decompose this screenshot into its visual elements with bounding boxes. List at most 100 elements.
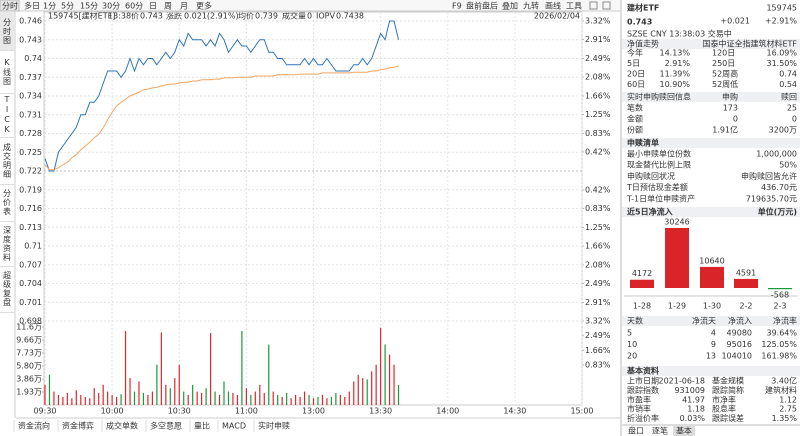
toolbar-item[interactable]: F9	[452, 2, 462, 11]
flow-bar	[665, 228, 689, 288]
bottom-tab[interactable]: 资金流向	[18, 421, 50, 431]
volume-bar	[339, 394, 341, 405]
toolbar-item[interactable]: 5分	[61, 2, 74, 11]
toolbar-icon	[589, 1, 598, 10]
volume-bar	[290, 398, 292, 405]
toolbar-item[interactable]: 盘前盘后	[466, 1, 498, 11]
volume-tick-label: 9.66万	[16, 336, 42, 345]
y2-tick-label: 0.83%	[585, 129, 611, 138]
volume-bar	[133, 391, 136, 405]
toolbar-item[interactable]: 30分	[102, 2, 120, 11]
stats-value: 49080	[727, 329, 752, 338]
side-tab[interactable]: K线图	[0, 50, 14, 94]
nav-label: 60日	[627, 80, 645, 89]
volume-bar	[223, 381, 225, 405]
list-label: 最小申赎单位份数	[627, 149, 691, 159]
nav-value: 0.54	[779, 80, 797, 89]
side-tab[interactable]: TICK	[0, 93, 14, 138]
toolbar-item[interactable]: 工具	[566, 2, 582, 11]
stats-col: 净流率	[773, 316, 797, 326]
realtime-label: 笔数	[627, 103, 643, 113]
info-change: 0.021(2.91%)	[184, 12, 239, 21]
volume-bar	[227, 391, 230, 405]
realtime-value: 1.91亿	[712, 125, 738, 135]
info-iopv: 0.7438	[336, 12, 364, 21]
bottom-tab[interactable]: 资金博弈	[62, 421, 94, 431]
volume-bar	[214, 391, 216, 405]
panel-tab[interactable]: 基本	[676, 426, 692, 436]
panel-tab[interactable]: 盘口	[628, 426, 644, 436]
basic-label: 跟踪简称	[712, 385, 744, 395]
volume-bar	[281, 396, 283, 405]
basic-header	[622, 366, 800, 376]
volume-bar	[75, 390, 77, 405]
toolbar-selected	[0, 0, 20, 12]
volume-bar	[366, 379, 368, 405]
bottom-tab[interactable]: 量比	[194, 421, 210, 431]
toolbar-item[interactable]: 1分	[43, 2, 56, 11]
toolbar-item[interactable]: 15分	[80, 2, 98, 11]
y2-tick-label: 2.08%	[585, 260, 611, 269]
volume-bar	[183, 391, 185, 405]
bottom-tab[interactable]: MACD	[222, 422, 246, 431]
toolbar-item[interactable]: 60分	[125, 2, 143, 11]
y-tick-label: 0.704	[19, 279, 42, 288]
nav-value: 0.74	[779, 70, 797, 79]
volume-bar	[196, 391, 198, 405]
flow-value-label: 4172	[632, 269, 652, 278]
side-tab[interactable]: 深度资料	[0, 221, 14, 267]
y2-tick-label: 1.66%	[585, 242, 611, 251]
side-tab[interactable]: 成交明细	[0, 137, 14, 185]
volume-bar	[142, 392, 145, 405]
toolbar-item[interactable]: 周	[164, 2, 172, 11]
volume-bar	[295, 394, 297, 405]
toolbar-item[interactable]: 日	[149, 2, 157, 11]
flow-bar	[734, 278, 758, 288]
panel-status: SZSE CNY 13:38:03 交易中	[627, 29, 732, 39]
info-date: 2026/02/04	[534, 12, 580, 21]
stats-value: 9	[711, 340, 716, 349]
bottom-tab[interactable]: 成交单数	[106, 421, 138, 431]
volume-tick-label: 1.93万	[16, 388, 42, 397]
toolbar-item[interactable]: 多日	[24, 1, 40, 11]
toolbar-item[interactable]: 更多	[196, 1, 212, 11]
toolbar-item[interactable]: 叠加	[502, 1, 518, 11]
flow-category: 1-28	[633, 302, 651, 311]
volume-bar	[317, 396, 319, 405]
y2-tick-label: 1.25%	[585, 223, 611, 232]
volume-bar	[165, 384, 167, 405]
stats-value: 125.05%	[761, 340, 797, 349]
y-tick-label: 0.719	[19, 185, 42, 194]
toolbar-item[interactable]: 九转	[523, 1, 539, 11]
nav-value: 10.90%	[659, 80, 690, 89]
bottom-tab[interactable]: 实时申赎	[258, 421, 290, 431]
volume-bar	[116, 396, 118, 405]
toolbar-item[interactable]: 画线	[545, 1, 561, 11]
nav-value: 11.39%	[659, 70, 690, 79]
volume-bar	[102, 384, 104, 405]
panel-tab[interactable]: 逐笔	[652, 426, 668, 436]
bottom-tab[interactable]: 多空意愿	[150, 421, 182, 431]
realtime-col: 赎回	[781, 92, 797, 102]
volume-bar	[192, 384, 194, 405]
x-tick-label: 13:00	[302, 407, 325, 416]
volume-bar	[272, 391, 274, 405]
volume-tick-label: 3.86万	[16, 375, 42, 384]
volume-bar	[129, 378, 131, 405]
volume-bar	[371, 371, 373, 405]
y-tick-label: 0.731	[19, 110, 42, 119]
stats-col: 净流天	[692, 316, 716, 326]
basic-value: 2021-06-18	[659, 377, 706, 386]
side-tab[interactable]: 超级复盘	[0, 266, 14, 313]
y-tick-label: 0.698	[19, 317, 42, 326]
side-tab[interactable]: 分时图	[0, 12, 14, 51]
basic-value: 931009	[674, 386, 705, 395]
volume-bar	[124, 331, 127, 405]
toolbar-item[interactable]: 月	[180, 2, 188, 11]
side-tab[interactable]: 分价表	[0, 184, 14, 222]
volume-bar	[107, 391, 109, 405]
panel-change: +0.021	[720, 17, 750, 26]
volume-tick-label: 7.73万	[16, 349, 42, 358]
toolbar-item[interactable]: 分时	[2, 1, 18, 11]
